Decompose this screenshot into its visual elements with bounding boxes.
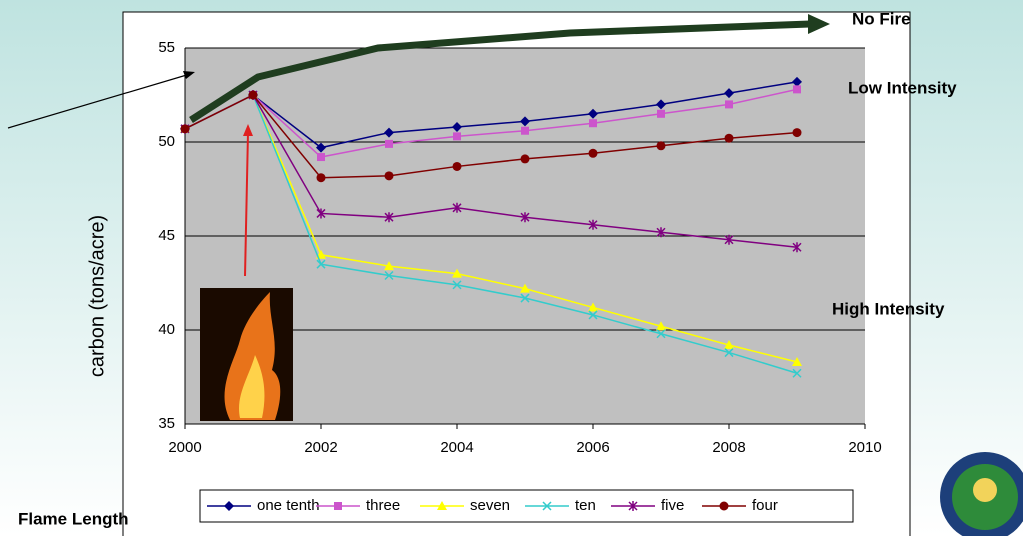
marker (317, 173, 326, 182)
marker (181, 124, 190, 133)
marker (453, 132, 461, 140)
marker (725, 100, 733, 108)
slide: 35 40 45 50 55 2000 2002 2004 2006 2008 2010 one t… (0, 0, 1023, 536)
x-tick-label: 2010 (848, 439, 881, 456)
marker (657, 110, 665, 118)
annotation: No Fire (852, 9, 911, 28)
marker (385, 140, 393, 148)
marker (521, 127, 529, 135)
legend-label: one tenth (257, 497, 320, 514)
marker (657, 141, 666, 150)
marker (793, 85, 801, 93)
marker (589, 119, 597, 127)
marker (589, 149, 598, 158)
legend-label: four (752, 497, 778, 514)
legend-label: five (661, 497, 684, 514)
x-tick-label: 2004 (440, 439, 473, 456)
fire-image (200, 288, 293, 421)
legend-label: ten (575, 497, 596, 514)
legend-label: seven (470, 497, 510, 514)
annotation: Low Intensity (848, 78, 957, 97)
x-tick-label: 2006 (576, 439, 609, 456)
marker (453, 162, 462, 171)
marker (720, 502, 729, 511)
y-tick-label: 45 (158, 227, 175, 244)
x-tick-label: 2002 (304, 439, 337, 456)
marker (317, 153, 325, 161)
y-tick-label: 40 (158, 321, 175, 338)
annotation: Flame Length (18, 509, 129, 528)
marker (521, 154, 530, 163)
x-tick-label: 2000 (168, 439, 201, 456)
y-tick-label: 35 (158, 415, 175, 432)
y-tick-label: 55 (158, 39, 175, 56)
marker (249, 91, 258, 100)
legend-label: three (366, 497, 400, 514)
annotation: High Intensity (832, 299, 945, 318)
x-tick-label: 2008 (712, 439, 745, 456)
y-tick-label: 50 (158, 133, 175, 150)
marker (385, 171, 394, 180)
marker (793, 128, 802, 137)
y-axis-label: carbon (tons/acre) (86, 215, 108, 377)
marker (725, 134, 734, 143)
marker (334, 502, 342, 510)
